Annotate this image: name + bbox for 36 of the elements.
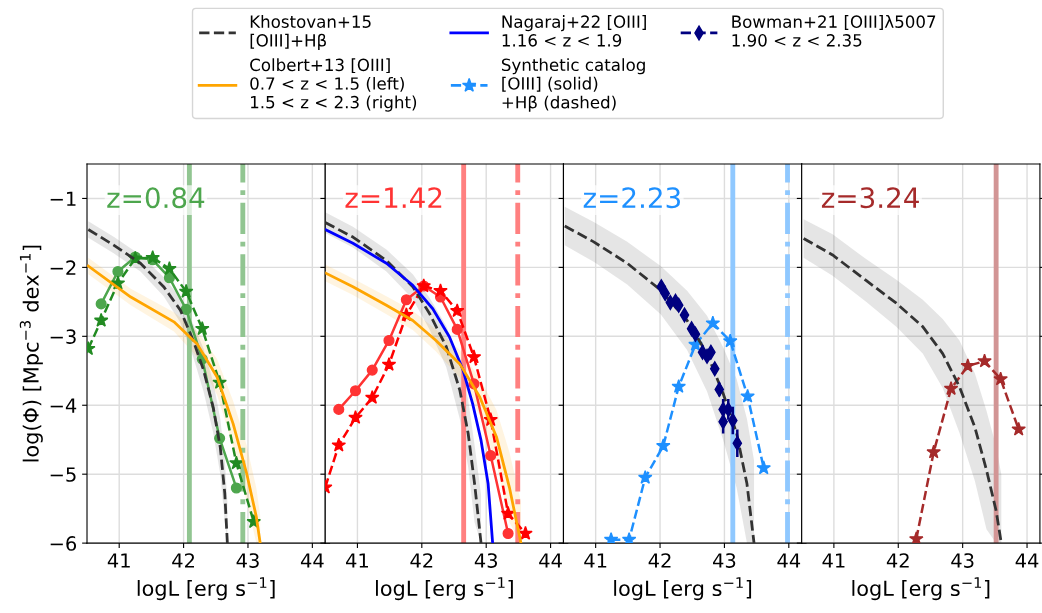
text: z=1.42 [345, 187, 442, 208]
x-tick-label: 43 [713, 553, 736, 568]
x-tick-label: 44 [777, 553, 801, 568]
legend-label: Bowman+21 [OIII]λ5007 1.90 < z < 2.35 [732, 15, 936, 47]
y-tick-label: −1 [50, 191, 76, 206]
x-tick-label: 41 [346, 553, 368, 568]
x-tick-label: 44 [539, 553, 562, 568]
x-tick-label: 43 [951, 553, 974, 568]
x-axis-title: logL [erg s$^{−1}$] [376, 577, 513, 601]
x-tick-label: 41 [822, 553, 845, 568]
x-tick-label: 42 [648, 553, 671, 568]
legend-label: Synthetic catalog [OIII] (solid) +Hβ (dashed) [501, 58, 645, 112]
y-tick-label: −6 [50, 536, 77, 551]
legend-label: Colbert+13 [OIII] 0.7 < z < 1.5 (left) 1.5 < z < 2.3 (right) [250, 58, 417, 112]
legend-label: Nagaraj+22 [OIII] 1.16 < z < 1.9 [502, 15, 646, 47]
y-tick-label: −4 [50, 398, 77, 413]
y-tick-label: −5 [50, 467, 76, 482]
text: z=0.84 [107, 187, 205, 209]
x-axis-title: logL [erg s$^{−1}$] [852, 577, 990, 601]
x-tick-label: 42 [410, 553, 433, 568]
x-tick-label: 42 [172, 553, 195, 568]
y-axis-title: log(Φ) [Mpc$^{−3}$ dex$^{−1}$] [19, 245, 43, 462]
x-tick-label: 43 [474, 553, 498, 568]
x-tick-label: 41 [584, 553, 607, 568]
y-tick-label: −3 [50, 329, 76, 344]
y-tick-label: −2 [50, 260, 76, 275]
x-axis-title: logL [erg s$^{−1}$] [137, 577, 275, 601]
text: z=2.23 [583, 187, 680, 209]
x-axis-title: logL [erg s$^{−1}$] [614, 577, 752, 601]
x-tick-label: 41 [107, 553, 130, 568]
x-tick-label: 44 [300, 553, 324, 568]
x-tick-label: 43 [236, 553, 259, 568]
text: z=3.24 [821, 187, 919, 209]
legend-label: Khostovan+15 [OIII]+Hβ [250, 15, 371, 50]
x-tick-label: 44 [1015, 553, 1039, 568]
x-tick-label: 42 [886, 553, 909, 568]
